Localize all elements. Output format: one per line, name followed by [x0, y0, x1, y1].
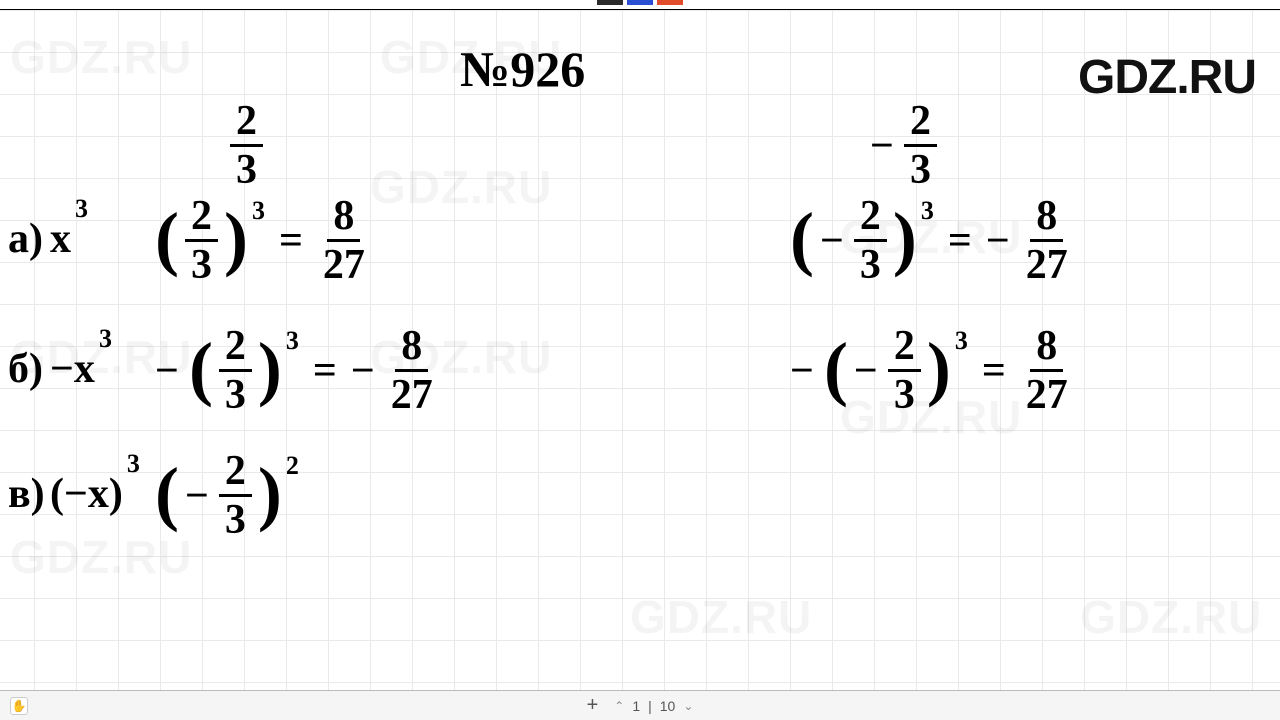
open-paren: ( — [155, 472, 179, 515]
result-sign: − — [351, 347, 379, 395]
row-col1: −(23)3=−827 — [155, 325, 439, 416]
result-sign: − — [986, 217, 1014, 265]
prev-page-button[interactable]: ⌃ — [614, 699, 624, 713]
denominator: 27 — [385, 372, 439, 416]
lhs-exponent: 3 — [127, 449, 140, 479]
exponent: 3 — [921, 196, 934, 226]
result-fraction: 827 — [1020, 195, 1074, 286]
denominator: 27 — [1020, 242, 1074, 286]
equals-sign: = — [974, 347, 1014, 395]
denominator: 27 — [1020, 372, 1074, 416]
leading-sign: − — [790, 347, 818, 395]
close-paren: ) — [893, 217, 917, 260]
tab-swatch — [657, 0, 683, 5]
numerator: 8 — [395, 325, 428, 372]
row-col2: −(−23)3=827 — [790, 325, 1074, 416]
denominator: 3 — [904, 147, 937, 191]
exponent: 3 — [252, 196, 265, 226]
fraction: 2 3 — [230, 100, 263, 191]
denominator: 3 — [185, 242, 218, 286]
numerator: 2 — [219, 325, 252, 372]
lhs-exponent: 3 — [75, 194, 88, 224]
total-pages: 10 — [660, 698, 676, 714]
fraction: 23 — [888, 325, 921, 416]
numerator: 2 — [854, 195, 887, 242]
denominator: 3 — [230, 147, 263, 191]
row-lhs: (−x)3 — [50, 470, 140, 518]
inner-sign: − — [820, 217, 848, 265]
inner-sign: − — [854, 347, 882, 395]
equals-sign: = — [271, 217, 311, 265]
lhs-exponent: 3 — [99, 324, 112, 354]
fraction: 23 — [219, 450, 252, 541]
denominator: 3 — [219, 372, 252, 416]
add-page-button[interactable]: + — [587, 694, 607, 717]
page-nav: + ⌃ 1 | 10 ⌄ — [587, 694, 694, 717]
row-label: в) — [8, 470, 45, 518]
row-col1: (23)3=827 — [155, 195, 371, 286]
exponent: 3 — [286, 326, 299, 356]
equals-sign: = — [940, 217, 980, 265]
tab-swatch — [627, 0, 653, 5]
row-label: б) — [8, 345, 43, 393]
numerator: 8 — [327, 195, 360, 242]
exponent: 2 — [286, 451, 299, 481]
numerator: 8 — [1030, 195, 1063, 242]
numerator: 2 — [219, 450, 252, 497]
close-paren: ) — [224, 217, 248, 260]
color-tabs — [597, 0, 683, 5]
close-paren: ) — [927, 347, 951, 390]
denominator: 27 — [317, 242, 371, 286]
close-paren: ) — [258, 347, 282, 390]
open-paren: ( — [790, 217, 814, 260]
numerator: 2 — [904, 100, 937, 147]
numerator: 8 — [1030, 325, 1063, 372]
equals-sign: = — [305, 347, 345, 395]
result-fraction: 827 — [1020, 325, 1074, 416]
close-paren: ) — [258, 472, 282, 515]
denominator: 3 — [854, 242, 887, 286]
open-paren: ( — [189, 347, 213, 390]
inner-sign: − — [185, 472, 213, 520]
col2-header: − 2 3 — [870, 100, 937, 191]
row-lhs: x3 — [50, 215, 88, 263]
result-fraction: 827 — [385, 325, 439, 416]
leading-sign: − — [155, 347, 183, 395]
numerator: 2 — [185, 195, 218, 242]
fraction: 2 3 — [904, 100, 937, 191]
row-lhs: −x3 — [50, 345, 112, 393]
row-col2: (−23)3=−827 — [790, 195, 1074, 286]
lhs-base: (−x) — [50, 470, 123, 518]
fraction: 23 — [854, 195, 887, 286]
app-footer: ✋ + ⌃ 1 | 10 ⌄ — [0, 690, 1280, 720]
denominator: 3 — [888, 372, 921, 416]
fraction: 23 — [185, 195, 218, 286]
problem-title: №926 — [460, 40, 585, 98]
open-paren: ( — [155, 217, 179, 260]
row-label: а) — [8, 215, 43, 263]
open-paren: ( — [824, 347, 848, 390]
exponent: 3 — [955, 326, 968, 356]
app-topbar — [0, 0, 1280, 10]
page-separator: | — [648, 698, 652, 714]
lhs-base: −x — [50, 345, 95, 393]
row-col1: (−23)2 — [155, 450, 299, 541]
fraction: 23 — [219, 325, 252, 416]
brand-logo: GDZ.RU — [1078, 50, 1256, 105]
next-page-button[interactable]: ⌄ — [683, 699, 693, 713]
hand-tool-button[interactable]: ✋ — [10, 697, 28, 715]
minus-sign: − — [870, 122, 898, 170]
result-fraction: 827 — [317, 195, 371, 286]
lhs-base: x — [50, 215, 71, 263]
whiteboard-canvas[interactable]: GDZ.RUGDZ.RUGDZ.RUGDZ.RUGDZ.RUGDZ.RUGDZ.… — [0, 10, 1280, 690]
current-page: 1 — [632, 698, 640, 714]
col1-header: 2 3 — [230, 100, 263, 191]
tab-swatch — [597, 0, 623, 5]
denominator: 3 — [219, 497, 252, 541]
numerator: 2 — [230, 100, 263, 147]
numerator: 2 — [888, 325, 921, 372]
